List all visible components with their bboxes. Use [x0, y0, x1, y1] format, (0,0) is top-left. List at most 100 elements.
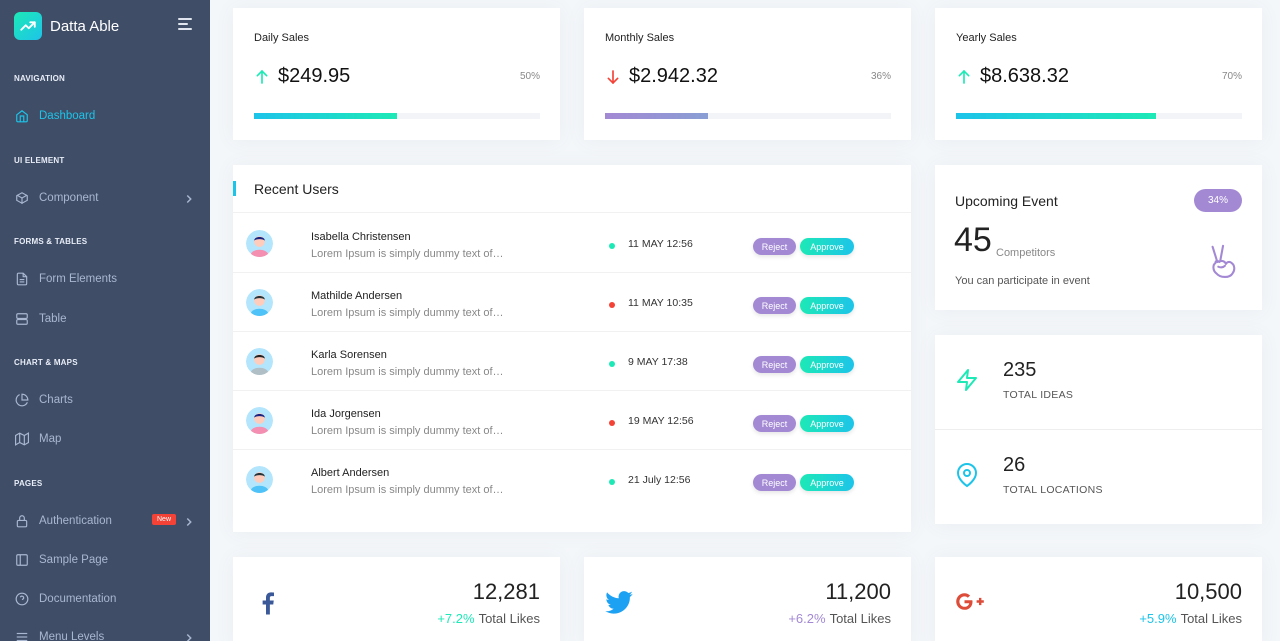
- sales-amount-value: $249.95: [278, 65, 351, 87]
- sidebar-item-dashboard[interactable]: Dashboard: [0, 104, 210, 128]
- trending-up-icon: [14, 12, 42, 40]
- map-pin-icon: [956, 463, 978, 488]
- reject-button[interactable]: Reject: [753, 474, 796, 491]
- table-row: Albert Andersen Lorem Ipsum is simply dum…: [233, 450, 911, 509]
- social-percent: +6.2%: [788, 611, 826, 626]
- pie-chart-icon: [15, 393, 29, 407]
- sales-progress-bar: [605, 113, 891, 119]
- sidebar-item-documentation[interactable]: Documentation: [0, 587, 210, 611]
- progress-fill: [956, 113, 1157, 119]
- user-description: Lorem Ipsum is simply dummy text of…: [311, 425, 504, 437]
- approve-button[interactable]: Approve: [800, 356, 854, 373]
- table-row: Mathilde Andersen Lorem Ipsum is simply d…: [233, 273, 911, 332]
- approve-button[interactable]: Approve: [800, 238, 854, 255]
- google-plus-card: 10,500 +5.9% Total Likes: [935, 557, 1262, 641]
- sidebar-item-component[interactable]: Component: [0, 186, 210, 210]
- user-description: Lorem Ipsum is simply dummy text of…: [311, 248, 504, 260]
- social-label: Total Likes: [478, 611, 540, 626]
- sales-amount: $8.638.32: [956, 65, 1069, 88]
- sidebar-item-label: Sample Page: [39, 554, 109, 566]
- social-percent: +7.2%: [437, 611, 475, 626]
- sales-amount-value: $2.942.32: [629, 65, 718, 87]
- social-percent: +5.9%: [1139, 611, 1177, 626]
- avatar: [246, 466, 273, 493]
- social-subtitle: +6.2% Total Likes: [788, 611, 891, 626]
- sales-amount: $249.95: [254, 65, 350, 88]
- social-value: 10,500: [1174, 579, 1242, 604]
- reject-button[interactable]: Reject: [753, 238, 796, 255]
- reject-button[interactable]: Reject: [753, 297, 796, 314]
- twitter-card: 11,200 +6.2% Total Likes: [584, 557, 911, 641]
- reject-button[interactable]: Reject: [753, 356, 796, 373]
- table-row: Karla Sorensen Lorem Ipsum is simply dumm…: [233, 332, 911, 391]
- victory-hand-icon: [1211, 244, 1236, 279]
- reject-button[interactable]: Reject: [753, 415, 796, 432]
- facebook-card: 12,281 +7.2% Total Likes: [233, 557, 560, 641]
- sidebar-item-map[interactable]: Map: [0, 427, 210, 451]
- daily-sales-card: Daily Sales $249.95 50%: [233, 8, 560, 140]
- monthly-sales-card: Monthly Sales $2.942.32 36%: [584, 8, 911, 140]
- approve-button[interactable]: Approve: [800, 415, 854, 432]
- progress-fill: [605, 113, 708, 119]
- social-value: 11,200: [825, 579, 891, 604]
- sales-amount-value: $8.638.32: [980, 65, 1069, 87]
- event-number: 45: [954, 221, 992, 259]
- server-icon: [16, 313, 28, 325]
- nav-caption-navigation: NAVIGATION: [14, 74, 66, 83]
- sidebar-layout-icon: [16, 554, 28, 566]
- sales-amount: $2.942.32: [605, 65, 718, 88]
- user-name: Ida Jorgensen: [311, 408, 381, 420]
- user-date: 11 MAY 10:35: [628, 297, 693, 309]
- brand[interactable]: Datta Able: [0, 0, 210, 52]
- sidebar-item-charts[interactable]: Charts: [0, 388, 210, 412]
- file-text-icon: [16, 272, 28, 286]
- approve-button[interactable]: Approve: [800, 474, 854, 491]
- status-dot: [609, 420, 615, 426]
- stats-card: 235 TOTAL IDEAS 26 TOTAL LOCATIONS: [935, 335, 1262, 524]
- stat-value: 26: [1003, 454, 1026, 476]
- status-dot: [609, 361, 615, 367]
- user-name: Mathilde Andersen: [311, 290, 403, 302]
- recent-users-header: Recent Users: [233, 165, 911, 213]
- sales-progress-bar: [254, 113, 540, 119]
- box-icon: [16, 192, 28, 204]
- progress-fill: [254, 113, 397, 119]
- event-unit: Competitors: [996, 247, 1056, 259]
- sidebar-item-authentication[interactable]: Authentication New: [0, 509, 210, 533]
- sidebar-item-label: Map: [39, 433, 62, 445]
- user-description: Lorem Ipsum is simply dummy text of…: [311, 307, 504, 319]
- google-plus-icon: [956, 593, 984, 610]
- map-icon: [15, 432, 29, 446]
- sales-title: Monthly Sales: [605, 32, 675, 44]
- nav-caption-ui-element: UI ELEMENT: [14, 156, 65, 165]
- sales-percent: 50%: [519, 71, 540, 82]
- sales-percent: 70%: [1221, 71, 1242, 82]
- social-label: Total Likes: [1180, 611, 1242, 626]
- avatar: [246, 348, 273, 375]
- sales-title: Daily Sales: [254, 32, 310, 44]
- event-title: Upcoming Event: [955, 193, 1058, 209]
- social-subtitle: +5.9% Total Likes: [1139, 611, 1242, 626]
- arrow-down-icon: [607, 69, 619, 84]
- sidebar: Datta Able NAVIGATION Dashboard UI ELEME…: [0, 0, 210, 641]
- stat-total-locations: 26 TOTAL LOCATIONS: [935, 430, 1262, 525]
- sidebar-item-label: Form Elements: [39, 273, 117, 285]
- avatar: [246, 289, 273, 316]
- sidebar-item-menu-levels[interactable]: Menu Levels: [0, 625, 210, 641]
- sales-progress-bar: [956, 113, 1242, 119]
- social-value: 12,281: [472, 579, 540, 604]
- lock-icon: [16, 515, 28, 528]
- sidebar-item-label: Documentation: [39, 593, 117, 605]
- menu-toggle-icon[interactable]: [178, 18, 194, 33]
- user-date: 11 MAY 12:56: [628, 238, 693, 250]
- stat-total-ideas: 235 TOTAL IDEAS: [935, 335, 1262, 430]
- sidebar-item-form-elements[interactable]: Form Elements: [0, 267, 210, 291]
- stat-value: 235: [1003, 359, 1037, 381]
- sidebar-item-sample-page[interactable]: Sample Page: [0, 548, 210, 572]
- nav-caption-forms-tables: FORMS & TABLES: [14, 237, 88, 246]
- approve-button[interactable]: Approve: [800, 297, 854, 314]
- sidebar-item-table[interactable]: Table: [0, 307, 210, 331]
- social-label: Total Likes: [829, 611, 891, 626]
- upcoming-event-card: Upcoming Event 34% 45 Competitors You ca…: [935, 165, 1262, 310]
- nav-caption-chart-maps: CHART & MAPS: [14, 358, 78, 367]
